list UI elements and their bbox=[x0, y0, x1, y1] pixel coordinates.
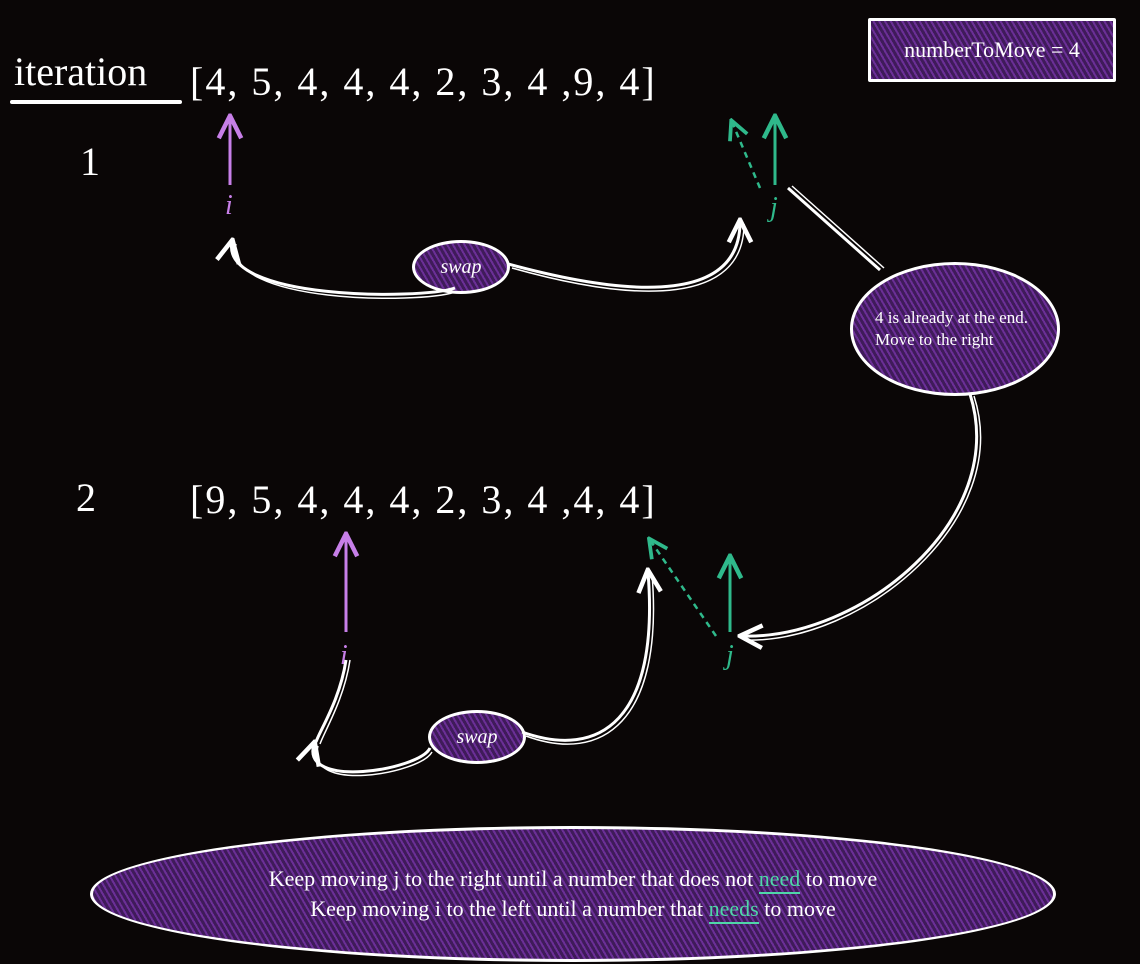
swap-curve-1b bbox=[508, 222, 740, 287]
pointer-j-label-2: j bbox=[726, 640, 734, 672]
pointer-j-label-1: j bbox=[770, 192, 778, 224]
summary-line-1-post: to move bbox=[800, 866, 877, 891]
summary-ellipse: Keep moving j to the right until a numbe… bbox=[90, 826, 1056, 962]
swap-curve-2a bbox=[313, 744, 430, 772]
array-2: [9, 5, 4, 4, 4, 2, 3, 4 ,4, 4] bbox=[190, 476, 657, 523]
note-bubble: 4 is already at the end. Move to the rig… bbox=[850, 262, 1060, 396]
step-number-1: 1 bbox=[80, 138, 100, 185]
number-to-move-box: numberToMove = 4 bbox=[868, 18, 1116, 82]
pointer-j-prev-arrow-2 bbox=[650, 540, 716, 636]
note-connector-bottom bbox=[742, 394, 977, 636]
iteration-underline bbox=[10, 100, 182, 104]
pointer-j-prev-arrow-1 bbox=[732, 122, 760, 188]
summary-line-1: Keep moving j to the right until a numbe… bbox=[269, 866, 878, 892]
array-1: [4, 5, 4, 4, 4, 2, 3, 4 ,9, 4] bbox=[190, 58, 657, 105]
swap-bubble-2: swap bbox=[428, 710, 526, 764]
pointer-i-label-1: i bbox=[225, 190, 233, 222]
summary-line-1-highlight: need bbox=[759, 866, 801, 894]
summary-line-2: Keep moving i to the left until a number… bbox=[310, 896, 835, 922]
number-to-move-text: numberToMove = 4 bbox=[904, 37, 1080, 63]
step-number-2: 2 bbox=[76, 474, 96, 521]
swap-bubble-1: swap bbox=[412, 240, 510, 294]
summary-line-2-pre: Keep moving i to the left until a number… bbox=[310, 896, 708, 921]
note-text: 4 is already at the end. Move to the rig… bbox=[875, 307, 1035, 351]
swap-label-1: swap bbox=[440, 256, 481, 279]
summary-line-2-post: to move bbox=[759, 896, 836, 921]
note-connector-top bbox=[788, 188, 880, 270]
summary-line-1-pre: Keep moving j to the right until a numbe… bbox=[269, 866, 759, 891]
iteration-label: iteration bbox=[14, 48, 147, 95]
swap-label-2: swap bbox=[456, 726, 497, 749]
pointer-i-label-2: i bbox=[340, 640, 348, 672]
swap-curve-2b bbox=[522, 572, 650, 740]
summary-line-2-highlight: needs bbox=[709, 896, 759, 924]
